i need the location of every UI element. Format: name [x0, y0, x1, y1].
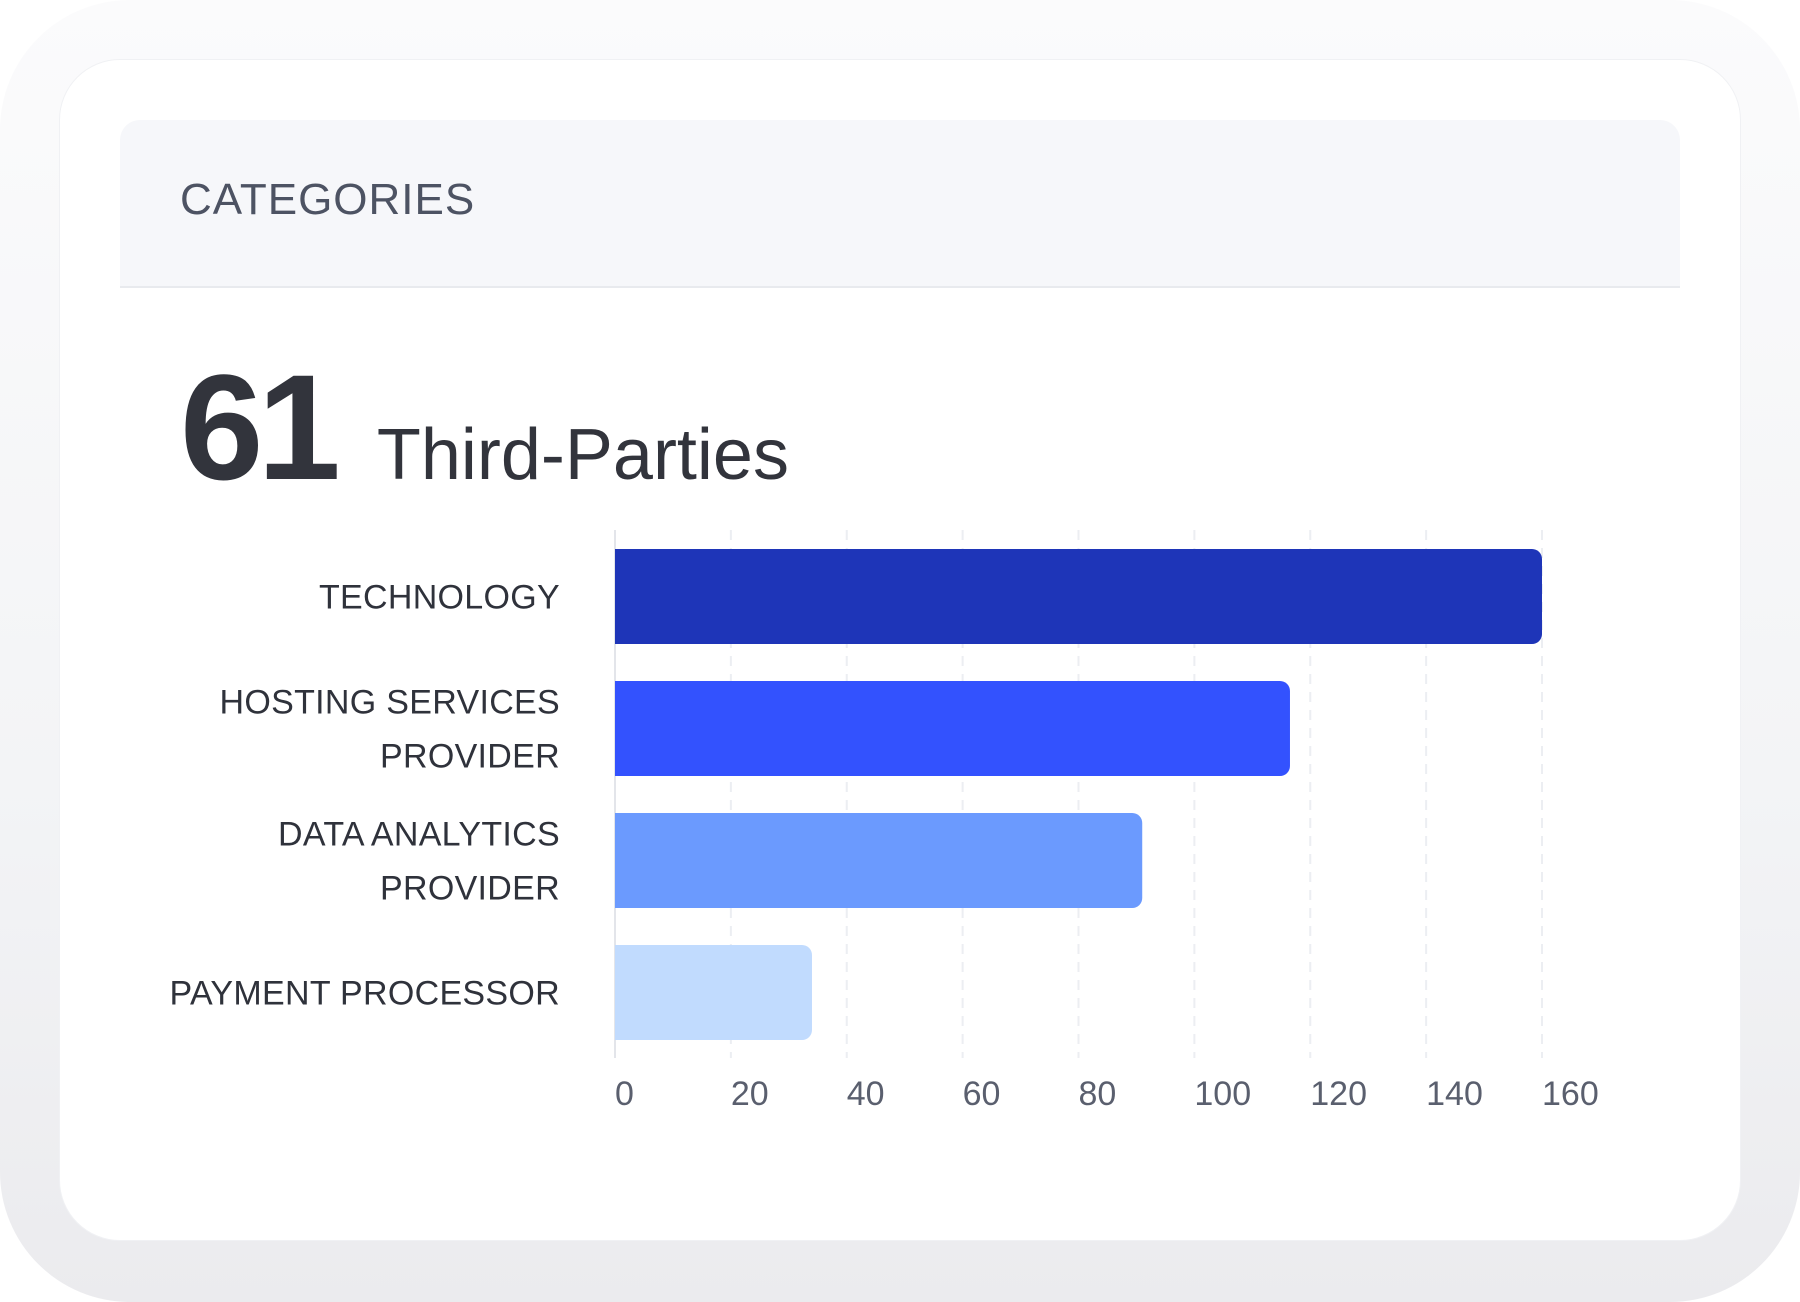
category-label: DATA ANALYTICS PROVIDER	[278, 816, 560, 908]
bar	[615, 681, 1290, 776]
third-party-count: 61	[180, 343, 341, 511]
third-party-summary: 61 Third-Parties	[180, 352, 789, 502]
category-label: TECHNOLOGY	[319, 579, 560, 617]
chart-category-labels: TECHNOLOGY HOSTING SERVICES PROVIDER DATA A…	[169, 579, 560, 1013]
category-label: HOSTING SERVICES PROVIDER	[220, 684, 560, 776]
x-tick-label: 160	[1542, 1075, 1599, 1113]
bar	[615, 945, 812, 1040]
x-tick-label: 0	[615, 1075, 634, 1113]
bar	[614, 813, 1143, 908]
panel-header: CATEGORIES	[120, 120, 1680, 288]
bar	[615, 549, 1542, 644]
chart-x-ticks: 0 20 40 60 80 100 120 140 160	[615, 1075, 1599, 1113]
x-tick-label: 100	[1194, 1075, 1251, 1113]
x-tick-label: 20	[731, 1075, 769, 1113]
x-tick-label: 140	[1426, 1075, 1483, 1113]
categories-card: CATEGORIES	[60, 60, 1740, 1240]
third-party-label: Third-Parties	[376, 415, 789, 495]
x-tick-label: 120	[1310, 1075, 1367, 1113]
x-tick-label: 60	[963, 1075, 1001, 1113]
x-tick-label: 40	[847, 1075, 885, 1113]
x-tick-label: 80	[1079, 1075, 1117, 1113]
panel-title: CATEGORIES	[180, 175, 476, 224]
chart-bars	[614, 549, 1542, 1040]
category-label: PAYMENT PROCESSOR	[169, 975, 560, 1013]
